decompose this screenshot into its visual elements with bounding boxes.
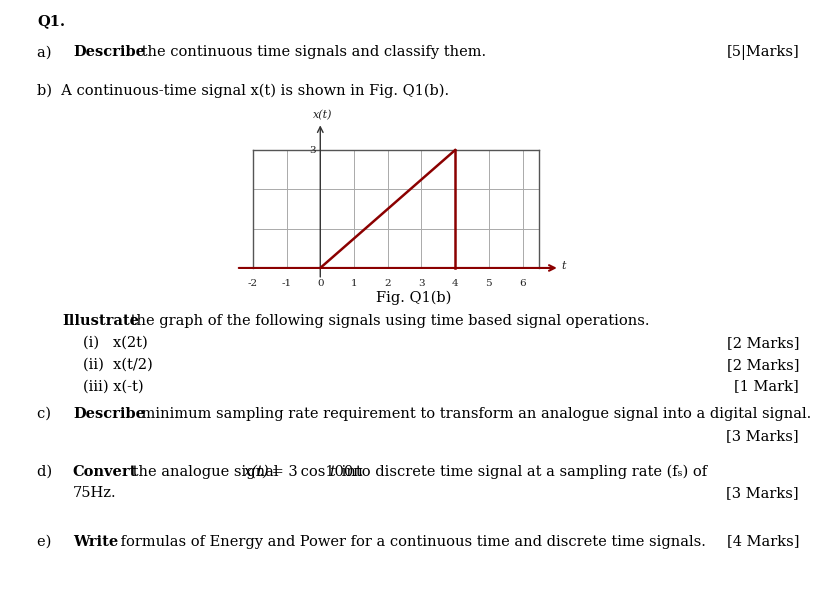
Text: into discrete time signal at a sampling rate (fₛ) of: into discrete time signal at a sampling … — [337, 464, 706, 479]
Text: Q1.: Q1. — [37, 14, 65, 28]
Text: [2 Marks]: [2 Marks] — [725, 336, 798, 350]
Text: the graph of the following signals using time based signal operations.: the graph of the following signals using… — [126, 314, 648, 328]
Text: c): c) — [37, 407, 60, 421]
Text: 6: 6 — [519, 279, 525, 288]
Text: Describe: Describe — [73, 407, 145, 421]
Text: t: t — [561, 261, 565, 271]
Text: 3: 3 — [309, 145, 316, 155]
Text: (i)   x(2t): (i) x(2t) — [83, 336, 147, 350]
Text: e): e) — [37, 534, 61, 549]
Text: = 3 cos100π: = 3 cos100π — [266, 464, 362, 479]
Text: Fig. Q1(b): Fig. Q1(b) — [375, 291, 452, 305]
Text: Convert: Convert — [73, 464, 137, 479]
Text: (iii) x(-t): (iii) x(-t) — [83, 379, 143, 393]
Text: a): a) — [37, 45, 61, 59]
Text: d): d) — [37, 464, 61, 479]
Text: the analogue signal: the analogue signal — [128, 464, 283, 479]
Text: [4 Marks]: [4 Marks] — [725, 534, 798, 549]
Text: [3 Marks]: [3 Marks] — [725, 429, 798, 443]
Text: [1 Mark]: [1 Mark] — [734, 379, 798, 393]
Text: b)  A continuous-time signal x(t) is shown in Fig. Q1(b).: b) A continuous-time signal x(t) is show… — [37, 84, 449, 98]
Text: 4: 4 — [452, 279, 458, 288]
Text: x(t): x(t) — [313, 110, 332, 120]
Text: formulas of Energy and Power for a continuous time and discrete time signals.: formulas of Energy and Power for a conti… — [116, 534, 705, 549]
Text: [2 Marks]: [2 Marks] — [725, 358, 798, 372]
Text: -2: -2 — [247, 279, 257, 288]
Text: Illustrate: Illustrate — [62, 314, 139, 328]
Text: [3 Marks]: [3 Marks] — [725, 486, 798, 500]
Text: [5|Marks]: [5|Marks] — [725, 45, 798, 60]
Text: 1: 1 — [351, 279, 357, 288]
Text: the continuous time signals and classify them.: the continuous time signals and classify… — [136, 45, 485, 59]
Text: -1: -1 — [281, 279, 291, 288]
Text: minimum sampling rate requirement to transform an analogue signal into a digital: minimum sampling rate requirement to tra… — [136, 407, 810, 421]
Text: Describe: Describe — [73, 45, 145, 59]
Text: 75Hz.: 75Hz. — [73, 486, 117, 500]
Text: 5: 5 — [485, 279, 491, 288]
Text: (ii)  x(t/2): (ii) x(t/2) — [83, 358, 152, 372]
Text: 3: 3 — [418, 279, 424, 288]
Text: t: t — [328, 464, 334, 479]
Text: Write: Write — [73, 534, 118, 549]
Text: 0: 0 — [317, 279, 323, 288]
Text: 2: 2 — [384, 279, 390, 288]
Text: x(t): x(t) — [244, 464, 270, 479]
